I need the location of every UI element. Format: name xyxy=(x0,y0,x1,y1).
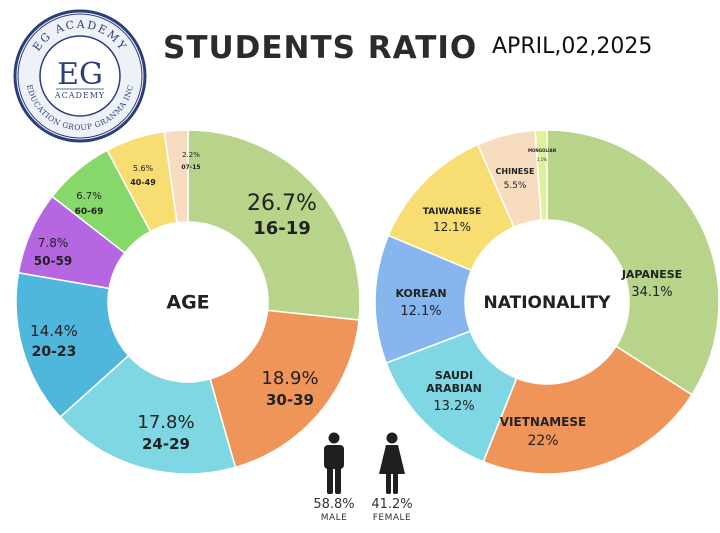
slice-label-07-15: 07-15 xyxy=(181,164,200,171)
slice-value-50-59: 7.8% xyxy=(38,236,69,250)
slice-label-40-49: 40-49 xyxy=(130,178,156,187)
slice-07-15 xyxy=(163,129,189,224)
slice-label-japanese: JAPANESE xyxy=(621,268,682,281)
slice-label-50-59: 50-59 xyxy=(34,254,72,268)
slice-vietnamese xyxy=(482,345,693,475)
female-icon xyxy=(379,432,405,494)
center-label-nationality: NATIONALITY xyxy=(484,293,612,313)
slice-value-16-19: 26.7% xyxy=(247,191,317,216)
slice-20-23 xyxy=(15,271,130,419)
female-label: FEMALE xyxy=(372,513,412,523)
slice-japanese xyxy=(546,129,720,396)
female-stat: 41.2% FEMALE xyxy=(362,497,422,523)
slice-16-19 xyxy=(187,129,361,321)
report-date: APRIL,02,2025 xyxy=(492,34,653,59)
slice-value-taiwanese: 12.1% xyxy=(433,220,471,234)
slice-value-40-49: 5.6% xyxy=(133,164,154,173)
slice-mongolian xyxy=(534,129,548,221)
slice-value-24-29: 17.8% xyxy=(137,412,194,433)
logo-word: ACADEMY xyxy=(54,91,105,100)
slice-label-24-29: 24-29 xyxy=(142,435,190,453)
slice-label-20-23: 20-23 xyxy=(32,344,77,360)
male-icon xyxy=(324,432,344,494)
slice-label-korean: KOREAN xyxy=(395,287,446,300)
male-percent: 58.8% xyxy=(313,497,355,512)
slice-value-60-69: 6.7% xyxy=(76,191,101,202)
male-label: MALE xyxy=(320,513,348,523)
slice-label-60-69: 60-69 xyxy=(75,207,104,217)
slice-value-mongolian: 1.1% xyxy=(537,157,547,162)
logo-initials: EG xyxy=(57,57,103,92)
slice-value-saudi-arabian: 13.2% xyxy=(433,399,474,414)
page-title: STUDENTS RATIO xyxy=(163,30,478,66)
slice-label-saudi-arabian: SAUDI xyxy=(435,369,473,382)
slice-24-29 xyxy=(59,354,237,475)
slice-value-20-23: 14.4% xyxy=(30,322,78,340)
slice-label-16-19: 16-19 xyxy=(253,218,311,239)
male-stat: 58.8% MALE xyxy=(304,497,364,523)
slice-value-korean: 12.1% xyxy=(400,304,441,319)
slice-value-07-15: 2.2% xyxy=(182,151,200,159)
slice-label-30-39: 30-39 xyxy=(266,391,314,409)
center-label-age: AGE xyxy=(166,292,209,314)
slice-value-vietnamese: 22% xyxy=(527,433,558,449)
slice-value-chinese: 5.5% xyxy=(504,181,527,191)
slice-label-chinese: CHINESE xyxy=(496,167,535,176)
slice-value-japanese: 34.1% xyxy=(631,285,672,300)
slice-30-39 xyxy=(209,309,360,469)
slice-label-vietnamese: VIETNAMESE xyxy=(500,415,586,429)
slice-label-taiwanese: TAIWANESE xyxy=(423,207,482,217)
slice-label-mongolian: MONGOLIAN xyxy=(528,148,556,153)
slice-label-saudi-arabian-2: ARABIAN xyxy=(426,382,482,395)
slice-value-30-39: 18.9% xyxy=(261,368,318,389)
female-percent: 41.2% xyxy=(371,497,413,512)
eg-academy-logo: EG ACADEMY EDUCATION GROUP GRANMA INC EG… xyxy=(13,9,147,143)
